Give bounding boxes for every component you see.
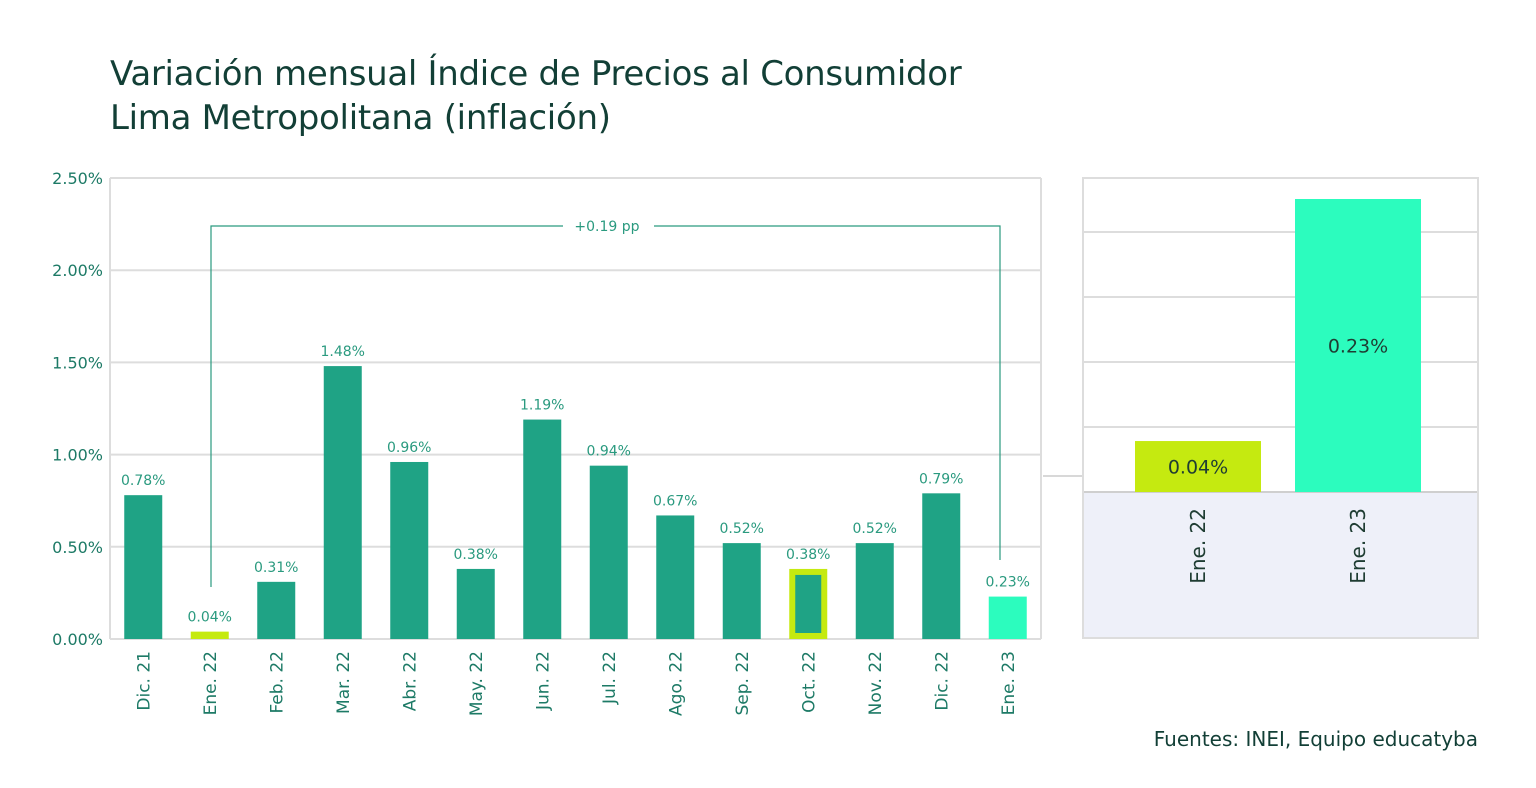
x-category-label: Sep. 22 — [733, 651, 753, 715]
bar-data-label: 0.38% — [454, 547, 498, 563]
inset-category-label: Ene. 22 — [1186, 508, 1210, 584]
bar-data-label: 0.79% — [919, 471, 963, 487]
bar-ene-22 — [190, 631, 229, 639]
difference-annotation: +0.19 pp — [210, 219, 1001, 587]
inset-frame — [1082, 177, 1479, 639]
main-y-tick-label: 2.50% — [52, 169, 103, 188]
bar-data-label: 0.96% — [387, 440, 431, 456]
bar-data-label: 0.31% — [254, 560, 298, 576]
bar-oct-22 — [789, 568, 828, 639]
main-y-tick-label: 1.00% — [52, 446, 103, 465]
bar-jun-22 — [523, 419, 562, 639]
bar-data-label: 0.38% — [786, 547, 830, 563]
bar-data-label: 0.04% — [188, 610, 232, 626]
main-chart-data-labels: 0.78% 0.04% 0.31% 1.48% 0.96% 0.38% 1.19% 0.94%… — [121, 344, 1030, 626]
inset-chart: 0.04% Ene. 22 0.23% Ene. 23 — [1082, 177, 1479, 639]
x-category-label: Dic. 22 — [932, 651, 952, 711]
chart-title-line-1: Variación mensual Índice de Precios al C… — [110, 54, 962, 94]
annotation-bracket-right — [654, 225, 1001, 560]
bar-dic-21 — [124, 495, 163, 639]
main-y-tick-label: 2.00% — [52, 261, 103, 280]
bar-dic-22 — [922, 493, 961, 639]
x-category-label: Feb. 22 — [267, 651, 287, 714]
bar-sep-22 — [722, 543, 761, 639]
main-y-tick-label: 0.00% — [52, 630, 103, 649]
bar-data-label: 1.19% — [520, 398, 564, 414]
main-chart-bars — [124, 366, 1027, 639]
x-category-label: May. 22 — [467, 651, 487, 716]
x-category-label: Ene. 23 — [999, 651, 1019, 715]
x-category-label: Abr. 22 — [400, 651, 420, 711]
inset-category-panel — [1083, 492, 1478, 638]
annotation-label: +0.19 pp — [574, 219, 639, 235]
x-category-label: Dic. 21 — [134, 651, 154, 711]
bar-abr-22 — [390, 461, 429, 639]
bar-data-label: 0.23% — [986, 575, 1030, 591]
x-category-label: Jun. 22 — [533, 651, 553, 711]
inset-bar-ene-23 — [1295, 199, 1421, 492]
main-chart-gridlines — [109, 177, 1042, 640]
source-note: Fuentes: INEI, Equipo educatyba — [1153, 727, 1478, 751]
bar-may-22 — [456, 568, 495, 639]
x-category-label: Nov. 22 — [866, 651, 886, 715]
bar-data-label: 0.52% — [720, 521, 764, 537]
annotation-bracket-left — [210, 225, 563, 587]
inset-data-label: 0.04% — [1168, 457, 1228, 479]
bar-ene-23 — [988, 596, 1027, 639]
inset-bar-ene-22 — [1135, 441, 1261, 492]
main-chart-y-axis: 0.00% 0.50% 1.00% 1.50% 2.00% 2.50% — [52, 169, 103, 649]
inset-category-label: Ene. 23 — [1346, 508, 1370, 584]
x-category-label: Jul. 22 — [600, 651, 620, 705]
bar-data-label: 0.78% — [121, 473, 165, 489]
bar-mar-22 — [323, 366, 362, 639]
bar-data-label: 0.67% — [653, 493, 697, 509]
chart-title: Variación mensual Índice de Precios al C… — [110, 52, 962, 140]
bar-jul-22 — [589, 465, 628, 639]
main-chart-x-axis: Dic. 21 Ene. 22 Feb. 22 Mar. 22 Abr. 22 May. … — [134, 651, 1019, 716]
chart-title-line-2: Lima Metropolitana (inflación) — [110, 98, 611, 138]
x-category-label: Ago. 22 — [666, 651, 686, 716]
x-category-label: Mar. 22 — [334, 651, 354, 714]
bar-feb-22 — [257, 581, 296, 639]
bar-data-label: 0.94% — [587, 444, 631, 460]
main-y-tick-label: 0.50% — [52, 538, 103, 557]
main-y-tick-label: 1.50% — [52, 353, 103, 372]
inset-data-label: 0.23% — [1328, 336, 1388, 358]
x-category-label: Oct. 22 — [799, 651, 819, 713]
bar-data-label: 0.52% — [853, 521, 897, 537]
bar-nov-22 — [855, 543, 894, 639]
x-category-label: Ene. 22 — [201, 651, 221, 715]
bar-ago-22 — [656, 515, 695, 639]
bar-data-label: 1.48% — [321, 344, 365, 360]
